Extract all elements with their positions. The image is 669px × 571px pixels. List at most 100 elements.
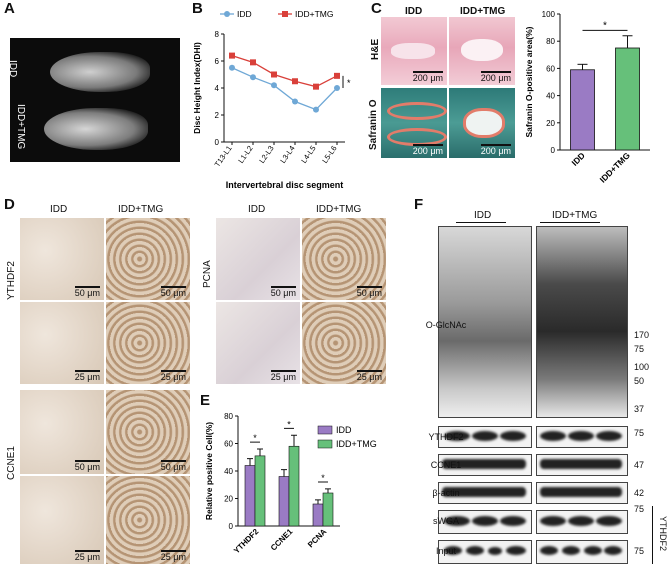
y-tick-label: 0 [229, 522, 234, 531]
mw-marker: 75 [634, 504, 645, 514]
series-line [231, 54, 338, 88]
band [604, 546, 622, 555]
he-row-label: H&E [370, 38, 381, 60]
d-col-idd-left: IDD [50, 204, 68, 215]
he-image-idd: 200 μm [381, 17, 447, 85]
data-point [271, 71, 277, 78]
ihc-pcna-tmg-50: 50 μm [302, 218, 386, 300]
scale-bar: 200 μm [412, 144, 444, 156]
panel-c-letter: C [371, 0, 382, 17]
y-tick-label: 2 [215, 111, 220, 120]
y-tick-label: 60 [546, 64, 555, 73]
y-tick-label: 6 [215, 57, 220, 66]
safranin-bar-chart: 0 20 40 60 80 100 IDD IDD+TMG * Safranin O-positi… [524, 10, 650, 185]
lane-label-idd: IDD [474, 210, 492, 221]
legend-marker [224, 11, 230, 17]
band [568, 516, 594, 526]
bar [570, 69, 595, 151]
scale-bar: 50 μm [356, 286, 383, 298]
y-tick-label: 8 [215, 30, 220, 39]
data-point [334, 72, 340, 79]
scale-bar: 25 μm [160, 370, 187, 382]
sig-star: * [321, 473, 325, 483]
data-point [250, 74, 256, 81]
ihc-ccne1-tmg-25: 25 μm [106, 476, 190, 564]
band [540, 546, 558, 555]
x-tick-label: T13-L1 [213, 144, 234, 169]
y-axis-label: Safranin O-positive area(%) [524, 26, 534, 137]
ihc-ythdf2-idd-25: 25 μm [20, 302, 104, 384]
bar [312, 503, 324, 527]
safo-row-label: Safranin O [368, 99, 379, 150]
ihc-ythdf2-tmg-25: 25 μm [106, 302, 190, 384]
y-tick-label: 4 [215, 84, 220, 93]
ihc-pcna-idd-50: 50 μm [216, 218, 300, 300]
panel-e-letter: E [200, 392, 211, 409]
series-line [231, 67, 338, 111]
band [442, 487, 526, 497]
mw-marker: 170 [634, 330, 650, 340]
band [540, 459, 622, 469]
disc-shape [391, 43, 435, 59]
marker-pcna: PCNA [202, 260, 213, 288]
data-point [334, 85, 340, 91]
xray-label-idd: IDD [10, 60, 18, 78]
row-label-oglcnac: O-GlcNAc [425, 320, 467, 330]
band [500, 431, 526, 441]
legend-marker [282, 11, 288, 17]
data-point [292, 78, 298, 85]
he-col-idd: IDD [405, 6, 423, 17]
row-label-actin: β-actin [432, 488, 460, 498]
scale-bar: 50 μm [74, 460, 101, 472]
scale-bar: 25 μm [74, 550, 101, 562]
ihc-pcna-idd-25: 25 μm [216, 302, 300, 384]
band [444, 546, 462, 555]
bar [244, 465, 256, 527]
blot-oglcnac-tmg [536, 226, 628, 418]
ihc-ccne1-tmg-50: 50 μm [106, 390, 190, 474]
panel-a-letter: A [4, 0, 15, 17]
band [596, 431, 622, 441]
ihc-ythdf2-tmg-50: 50 μm [106, 218, 190, 300]
x-tick-label: PCNA [306, 527, 329, 550]
mw-marker: 47 [634, 460, 645, 470]
scale-bar: 200 μm [412, 71, 444, 83]
marker-ccne1: CCNE1 [6, 446, 17, 480]
y-tick-label: 40 [224, 467, 233, 476]
x-tick-label: L5-L6 [320, 144, 338, 165]
legend-label: IDD+TMG [336, 439, 377, 449]
legend-label: IDD+TMG [295, 9, 334, 19]
marker-ythdf2: YTHDF2 [6, 261, 17, 300]
data-point [229, 64, 235, 71]
d-col-idd-right: IDD [248, 204, 266, 215]
scale-bar: 200 μm [480, 71, 512, 83]
disc-height-line-chart: 0 2 4 6 8 T13-L1 L1-L2 L2-L3 L3-L4 L4-L5 L5-L6 IDD I… [192, 9, 351, 190]
mw-marker: 100 [634, 362, 650, 372]
d-col-idd-tmg-left: IDD+TMG [118, 204, 164, 215]
scale-bar: 25 μm [74, 370, 101, 382]
mw-marker: 75 [634, 344, 645, 354]
data-point [292, 98, 298, 105]
band [562, 546, 580, 555]
scale-bar: 50 μm [160, 286, 187, 298]
mw-marker: 42 [634, 488, 645, 498]
disc-shape [387, 102, 447, 120]
x-tick-label: L1-L2 [236, 144, 254, 165]
d-col-idd-tmg-right: IDD+TMG [316, 204, 362, 215]
row-label-ccne1: CCNE1 [430, 460, 462, 470]
y-axis-label: Relative positive Cell(%) [204, 422, 214, 520]
band [442, 459, 526, 469]
x-tick-label: L4-L5 [299, 144, 317, 165]
panel-f-letter: F [414, 196, 424, 213]
band [596, 516, 622, 526]
lane-line-idd-tmg [540, 222, 600, 223]
band [472, 516, 498, 526]
row-label-swga: sWGA [433, 516, 459, 526]
band [540, 431, 566, 441]
disc-shape [461, 39, 503, 61]
legend-label: IDD [336, 425, 352, 435]
y-tick-label: 80 [546, 37, 555, 46]
sig-star: * [347, 78, 351, 88]
band [466, 546, 484, 555]
blot-oglcnac-idd [438, 226, 532, 418]
